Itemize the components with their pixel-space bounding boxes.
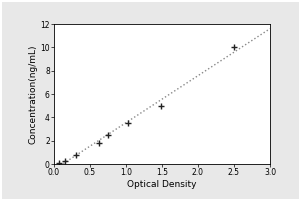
Y-axis label: Concentration(ng/mL): Concentration(ng/mL)	[28, 44, 38, 144]
X-axis label: Optical Density: Optical Density	[127, 180, 197, 189]
